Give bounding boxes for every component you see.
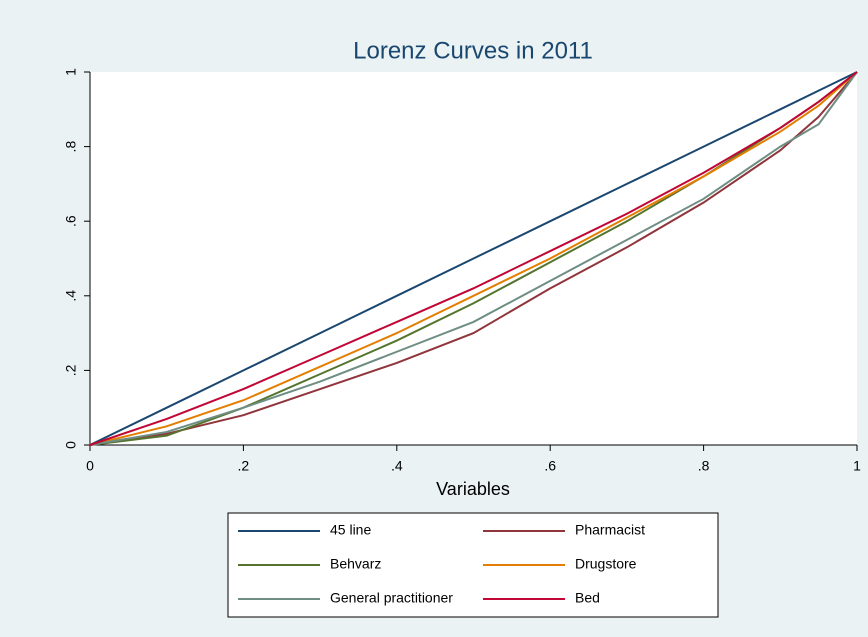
x-tick-label: .6	[544, 458, 556, 474]
series-line	[89, 71, 858, 446]
series-line	[89, 71, 858, 446]
series-line	[89, 71, 858, 446]
x-tick-label: 0	[86, 458, 94, 474]
y-tick-label: .2	[63, 364, 79, 376]
y-tick-label: .4	[63, 290, 79, 302]
x-tick-label: .4	[391, 458, 403, 474]
x-tick-label: .8	[698, 458, 710, 474]
series-line	[89, 71, 858, 446]
legend-label: Bed	[575, 590, 600, 606]
legend-label: General practitioner	[330, 590, 453, 606]
y-tick-label: .6	[63, 215, 79, 227]
series-line	[89, 71, 858, 446]
x-tick-label: 1	[853, 458, 861, 474]
legend-label: Pharmacist	[575, 522, 645, 538]
chart-title: Lorenz Curves in 2011	[353, 37, 593, 64]
y-tick-label: 1	[63, 68, 79, 76]
y-tick-label: .8	[63, 141, 79, 153]
legend-label: Drugstore	[575, 556, 637, 572]
legend-label: Behvarz	[330, 556, 381, 572]
x-axis-title: Variables	[436, 479, 510, 499]
x-tick-label: .2	[238, 458, 250, 474]
y-tick-label: 0	[63, 441, 79, 449]
legend-label: 45 line	[330, 522, 371, 538]
